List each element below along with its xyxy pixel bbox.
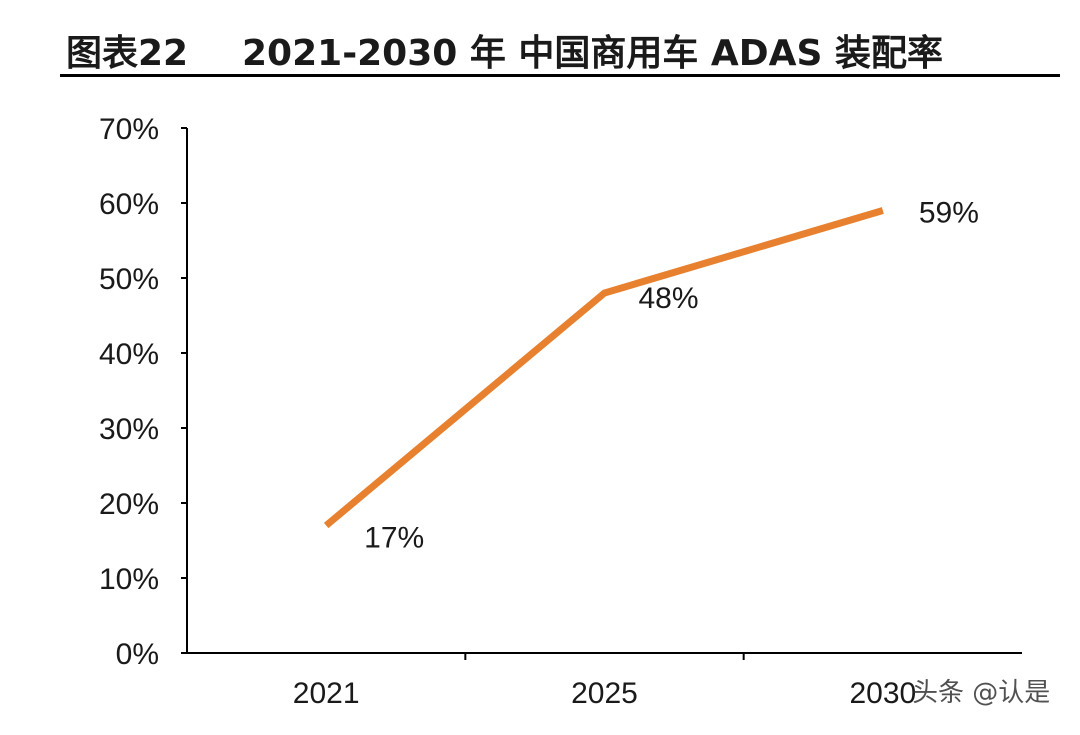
chart-title: 2021-2030 年 中国商用车 ADAS 装配率 [242,33,943,74]
figure-number: 图表22 [66,33,189,74]
chart-title-row: 图表22 2021-2030 年 中国商用车 ADAS 装配率 [60,18,1060,74]
x-axis-ticks: 2021 2025 2030 [293,653,916,710]
y-tick-label: 40% [99,338,159,371]
y-tick-label: 30% [99,413,159,446]
data-label: 17% [364,522,424,555]
y-tick-label: 60% [99,188,159,221]
data-label: 59% [919,197,979,230]
data-labels: 17% 48% 59% [364,197,979,555]
series-line [323,207,884,529]
y-tick-label: 0% [116,638,159,671]
y-tick-label: 50% [99,263,159,296]
y-tick-label: 10% [99,563,159,596]
title-underline [60,74,1060,77]
chart-series [323,207,884,529]
chart-axes [186,128,1022,654]
y-tick-label: 20% [99,488,159,521]
x-tick-label: 2021 [293,677,360,710]
x-tick-label: 2030 [849,677,916,710]
y-axis-ticks: 0% 10% 20% 30% 40% 50% 60% 70% [99,113,187,671]
y-tick-label: 70% [99,113,159,146]
watermark: 头条 @认是 [912,678,1051,708]
data-label: 48% [639,282,699,315]
x-tick-label: 2025 [571,677,638,710]
